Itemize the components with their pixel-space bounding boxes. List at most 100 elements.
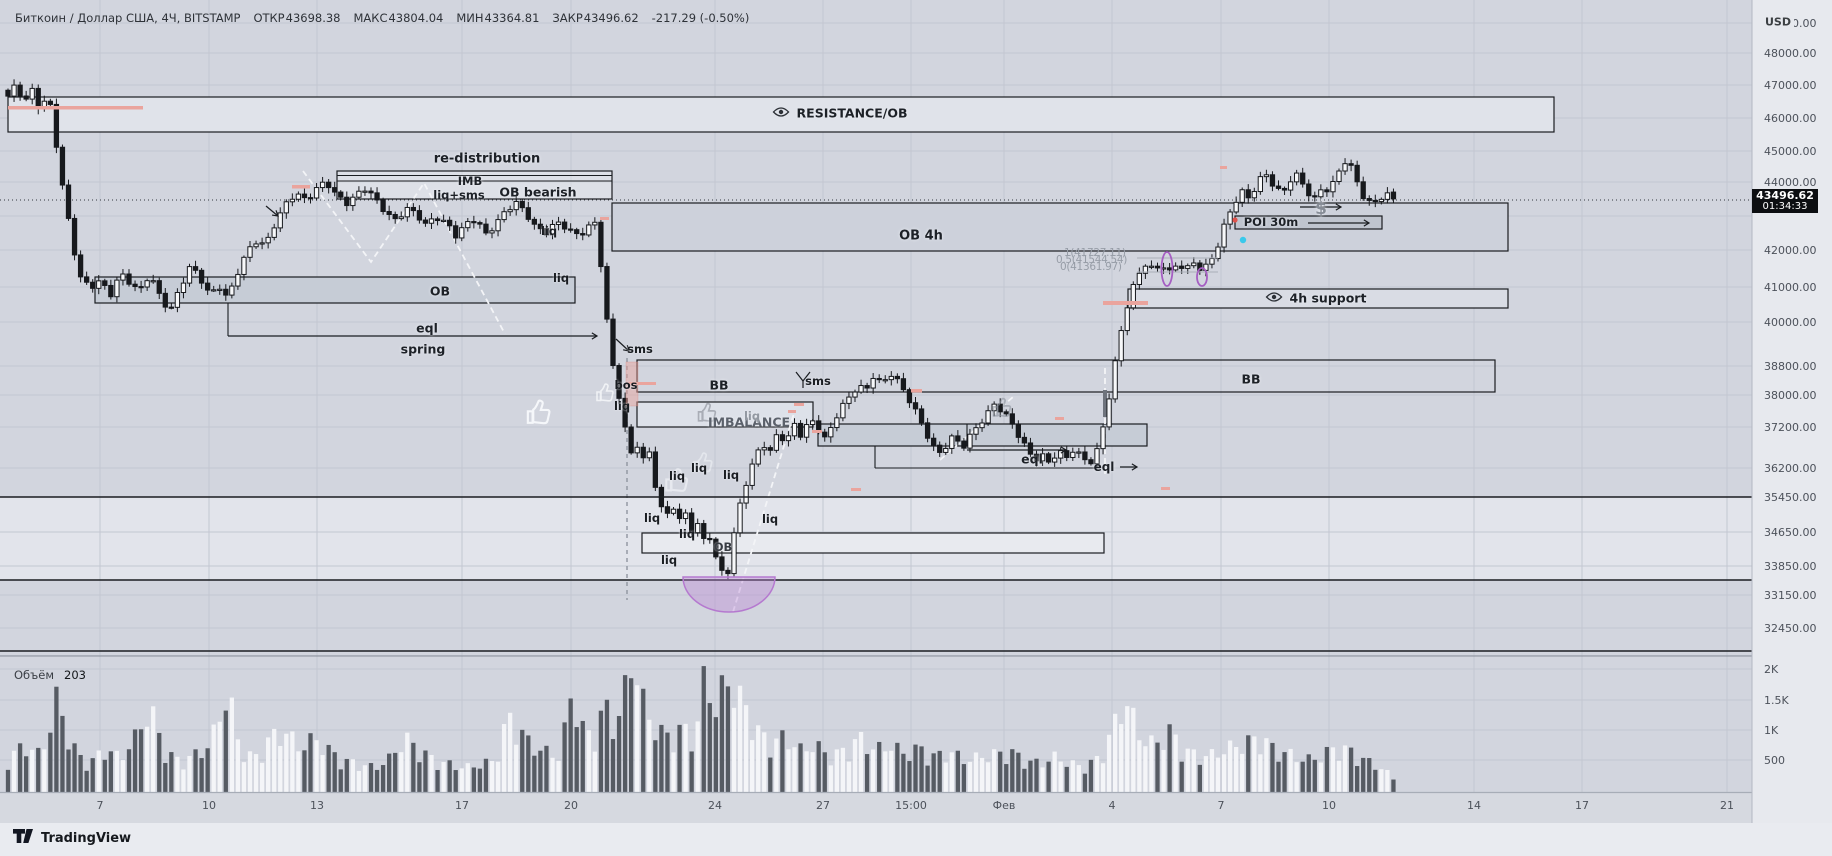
annotation-label-eql: eql	[1093, 460, 1115, 474]
annotation-label-re-distribution: re-distribution	[433, 151, 541, 167]
annotation-label-liq: liq	[540, 224, 558, 238]
price-tick: 42000.00	[1764, 244, 1817, 257]
support-4h-zone-label: 4h support	[1265, 291, 1366, 306]
annotation-arrow	[1308, 219, 1371, 227]
tradingview-logo-icon	[13, 829, 34, 848]
thumbs-up-icon	[697, 402, 717, 423]
annotation-label--: $	[1315, 199, 1327, 219]
thumbs-up-icon	[596, 383, 614, 402]
pink-mark	[1161, 487, 1170, 490]
volume-tick: 500	[1764, 754, 1785, 767]
volume-tick: 1.5K	[1764, 694, 1789, 707]
price-tick: 32450.00	[1764, 622, 1817, 635]
pink-mark	[812, 430, 822, 433]
annotation-arrow	[615, 338, 630, 352]
tradingview-logo[interactable]: TradingView	[13, 829, 131, 848]
annotation-label-sms: sms	[805, 374, 831, 388]
time-tick: 4	[1108, 799, 1116, 812]
price-tick: 41000.00	[1764, 281, 1817, 294]
annotation-label-bos: bos	[614, 378, 638, 392]
pink-mark	[851, 488, 861, 491]
pink-mark	[1220, 166, 1227, 169]
time-tick: 17	[1575, 799, 1589, 812]
annotation-label-eql: eql	[416, 320, 438, 336]
purple-ellipse-marker	[1160, 251, 1174, 287]
pink-mark	[794, 403, 804, 406]
candles	[5, 79, 1397, 580]
pink-mark	[1103, 301, 1148, 305]
price-tick: 38800.00	[1764, 360, 1817, 373]
time-tick: 13	[310, 799, 324, 812]
zone-resistance-ob	[7, 96, 1555, 133]
purple-ellipse-marker	[1196, 267, 1208, 287]
price-axis-bg	[1752, 0, 1832, 793]
dot-marker	[1239, 236, 1247, 244]
zone-bottom-box	[641, 532, 1105, 554]
annotation-label-bb: BB	[1241, 371, 1261, 387]
annotation-label-eql: eql	[1021, 451, 1043, 467]
last-price-label: 43496.62 01:34:33	[1752, 189, 1818, 213]
time-tick: 10	[1322, 799, 1336, 812]
price-tick: 40000.00	[1764, 316, 1817, 329]
price-tick: 35450.00	[1764, 491, 1817, 504]
bar-countdown: 01:34:33	[1762, 201, 1808, 212]
pink-mark	[911, 389, 922, 393]
zone-bb-box	[636, 359, 1496, 393]
annotation-label-imbalance: IMBALANCE	[707, 414, 791, 430]
annotation-arrow	[967, 446, 1068, 454]
ohlc-close: ЗАКР 43496.62	[552, 11, 639, 25]
annotation-label-poi-30m: POI 30m	[1243, 215, 1299, 229]
ohlc-open: ОТКР 43698.38	[253, 11, 341, 25]
annotation-label-liq: liq	[761, 512, 779, 526]
thumbs-up-icon	[526, 399, 551, 425]
currency-label: USD	[1762, 15, 1794, 29]
fib-level-0: 0(41361.97)	[1060, 261, 1122, 273]
purple-semicircle	[682, 576, 776, 613]
price-tick: 44000.00	[1764, 176, 1817, 189]
fib-level-05: 0.5(41544.54)	[1056, 254, 1128, 266]
thumbs-up-icon	[693, 452, 713, 473]
time-tick: 14	[1467, 799, 1481, 812]
price-tick: 47000.00	[1764, 79, 1817, 92]
zone-ob-4h	[611, 202, 1509, 252]
annotation-label-ob-bearish: OB bearish	[499, 184, 577, 200]
annotation-label-ob-4h: OB 4h	[899, 228, 943, 244]
time-tick: 7	[96, 799, 104, 812]
price-tick: 33150.00	[1764, 589, 1817, 602]
annotation-label-spring: spring	[400, 341, 446, 357]
annotation-arrow	[228, 332, 599, 340]
time-tick: 17	[455, 799, 469, 812]
annotation-label-ob: OB	[429, 283, 451, 299]
zone-4h-support	[1127, 288, 1509, 309]
time-tick: 20	[564, 799, 578, 812]
pink-mark	[292, 185, 310, 189]
pink-mark	[1055, 417, 1064, 420]
annotation-label-liq: liq	[722, 468, 740, 482]
volume-bars	[5, 666, 1396, 792]
time-tick: Фев	[992, 799, 1016, 812]
ohlc-high: МАКС 43804.04	[353, 11, 444, 25]
annotation-label-imb: IMB	[457, 174, 483, 188]
annotation-label-liq: liq	[690, 461, 708, 475]
price-tick: 34650.00	[1764, 526, 1817, 539]
annotation-arrow	[1120, 463, 1139, 471]
annotation-label-liq: liq	[552, 271, 570, 285]
annotation-label-sms: sms	[627, 342, 653, 356]
pink-mark	[8, 106, 143, 110]
annotation-label-liq: liq	[668, 469, 686, 483]
pink-mark	[628, 382, 656, 385]
annotation-label-liq: liq	[660, 553, 678, 567]
time-tick: 7	[1217, 799, 1225, 812]
volume-value: 203	[64, 668, 86, 682]
symbol-title: Биткоин / Доллар США, 4Ч, BITSTAMP	[15, 11, 241, 25]
annotation-label-liq: liq	[743, 409, 761, 423]
price-tick: 37200.00	[1764, 421, 1817, 434]
price-tick: 48000.00	[1764, 47, 1817, 60]
eye-icon	[1265, 291, 1283, 306]
price-tick: 45000.00	[1764, 145, 1817, 158]
thumbs-up-icon	[992, 397, 1012, 418]
time-tick: 10	[202, 799, 216, 812]
ohlc-low: МИН 43364.81	[456, 11, 540, 25]
annotation-arrow	[265, 205, 279, 217]
